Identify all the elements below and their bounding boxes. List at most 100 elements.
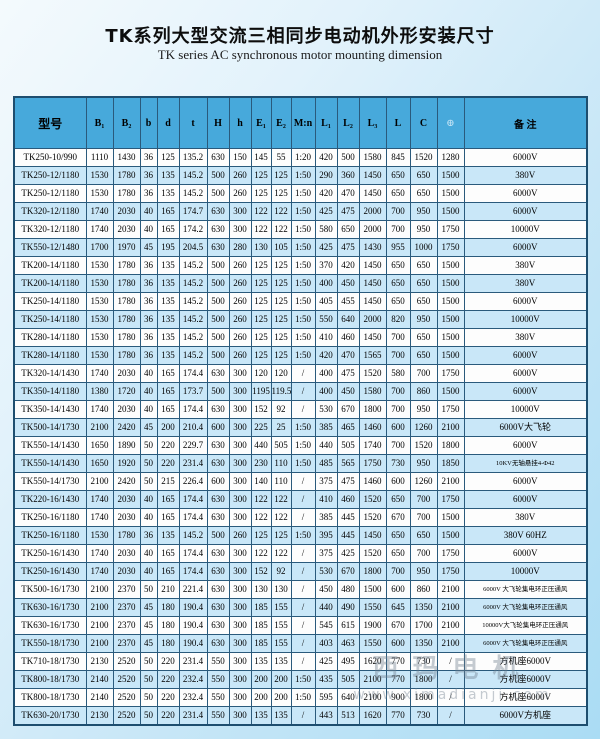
value-cell: 640 [336,688,360,707]
value-cell: 50 [139,652,158,671]
model-cell: TK630-16/1730 [13,616,87,635]
value-cell: 135 [156,310,180,329]
value-cell: 1780 [112,328,141,347]
value-cell: 630 [206,634,230,653]
value-cell: 450 [314,580,338,599]
value-cell: 185 [250,634,272,653]
col-header-16: ⊕ [436,96,465,149]
value-cell: 630 [206,238,230,257]
value-cell: 300 [228,652,252,671]
value-cell: 125 [270,184,292,203]
value-cell: 135.2 [178,148,208,167]
model-cell: TK550-14/1730 [13,472,87,491]
col-header-4: d [156,96,180,149]
value-cell: 600 [385,634,411,653]
value-cell: 220 [156,688,180,707]
value-cell: 860 [409,382,438,401]
value-cell: 174.4 [178,364,208,383]
value-cell: / [436,652,465,671]
value-cell: 55 [270,148,292,167]
value-cell: / [290,598,316,617]
table-row: TK550-14/1430 1650 1920 50 220 231.4 630 300 230… [13,454,588,473]
value-cell: 135 [270,706,292,726]
value-cell: 125 [270,526,292,545]
value-cell: 40 [139,364,158,383]
value-cell: 2100 [436,580,465,599]
value-cell: 280 [228,238,252,257]
value-cell: 40 [139,220,158,239]
value-cell: 174.4 [178,544,208,563]
value-cell: 530 [314,562,338,581]
value-cell: 475 [336,364,360,383]
value-cell: 36 [139,292,158,311]
model-cell: TK250-16/1180 [13,526,87,545]
value-cell: 630 [206,148,230,167]
table-row: TK350-14/1430 1740 2030 40 165 174.4 630 300 152… [13,400,588,419]
value-cell: 470 [336,184,360,203]
remark-cell: 6000V [463,238,588,257]
value-cell: 1500 [436,508,465,527]
value-cell: 1460 [358,418,387,437]
value-cell: 2030 [112,220,141,239]
value-cell: 36 [139,526,158,545]
value-cell: 50 [139,688,158,707]
value-cell: 770 [385,706,411,726]
table-row: TK250-16/1180 1530 1780 36 135 145.2 500 260 125… [13,526,588,545]
table-row: TK220-16/1430 1740 2030 40 165 174.4 630 300 122… [13,490,588,509]
value-cell: 650 [385,274,411,293]
value-cell: 260 [228,310,252,329]
value-cell: 300 [228,490,252,509]
value-cell: 700 [409,364,438,383]
value-cell: 45 [139,598,158,617]
value-cell: 1280 [436,148,465,167]
value-cell: 440 [314,436,338,455]
value-cell: 650 [385,256,411,275]
value-cell: 2420 [112,472,141,491]
value-cell: 122 [250,202,272,221]
value-cell: 200 [270,670,292,689]
value-cell: 955 [385,238,411,257]
value-cell: 860 [409,580,438,599]
value-cell: 174.4 [178,508,208,527]
value-cell: 45 [139,616,158,635]
value-cell: 36 [139,166,158,185]
value-cell: 1740 [85,400,114,419]
model-cell: TK250-14/1180 [13,310,87,329]
value-cell: 210 [156,580,180,599]
value-cell: 630 [206,202,230,221]
value-cell: 470 [336,346,360,365]
value-cell: 410 [314,490,338,509]
value-cell: 420 [314,184,338,203]
value-cell: 174.4 [178,562,208,581]
value-cell: 122 [250,544,272,563]
value-cell: 145.2 [178,184,208,203]
value-cell: 300 [228,688,252,707]
value-cell: 190.4 [178,634,208,653]
value-cell: 730 [409,652,438,671]
page-subtitle: TK series AC synchronous motor mounting … [157,47,443,62]
table-row: TK630-16/1730 2100 2370 45 180 190.4 630 300 185… [13,598,588,617]
value-cell: 92 [270,400,292,419]
value-cell: 505 [336,670,360,689]
value-cell: 1850 [436,454,465,473]
value-cell: 229.7 [178,436,208,455]
table-row: TK280-14/1180 1530 1780 36 135 145.2 500 260 125… [13,328,588,347]
remark-cell: 10000V [463,400,588,419]
value-cell: 130 [250,238,272,257]
value-cell: 2030 [112,544,141,563]
value-cell: 1550 [358,634,387,653]
model-cell: TK200-14/1180 [13,256,87,275]
value-cell: 125 [250,184,272,203]
value-cell: 300 [228,400,252,419]
value-cell: 2030 [112,364,141,383]
remark-cell: 6000V方机座 [463,706,588,726]
value-cell: 180 [156,634,180,653]
value-cell: 2370 [112,634,141,653]
model-cell: TK200-14/1180 [13,274,87,293]
value-cell: 650 [385,184,411,203]
value-cell: 650 [409,256,438,275]
value-cell: 500 [206,184,230,203]
value-cell: 1500 [436,166,465,185]
value-cell: / [290,616,316,635]
